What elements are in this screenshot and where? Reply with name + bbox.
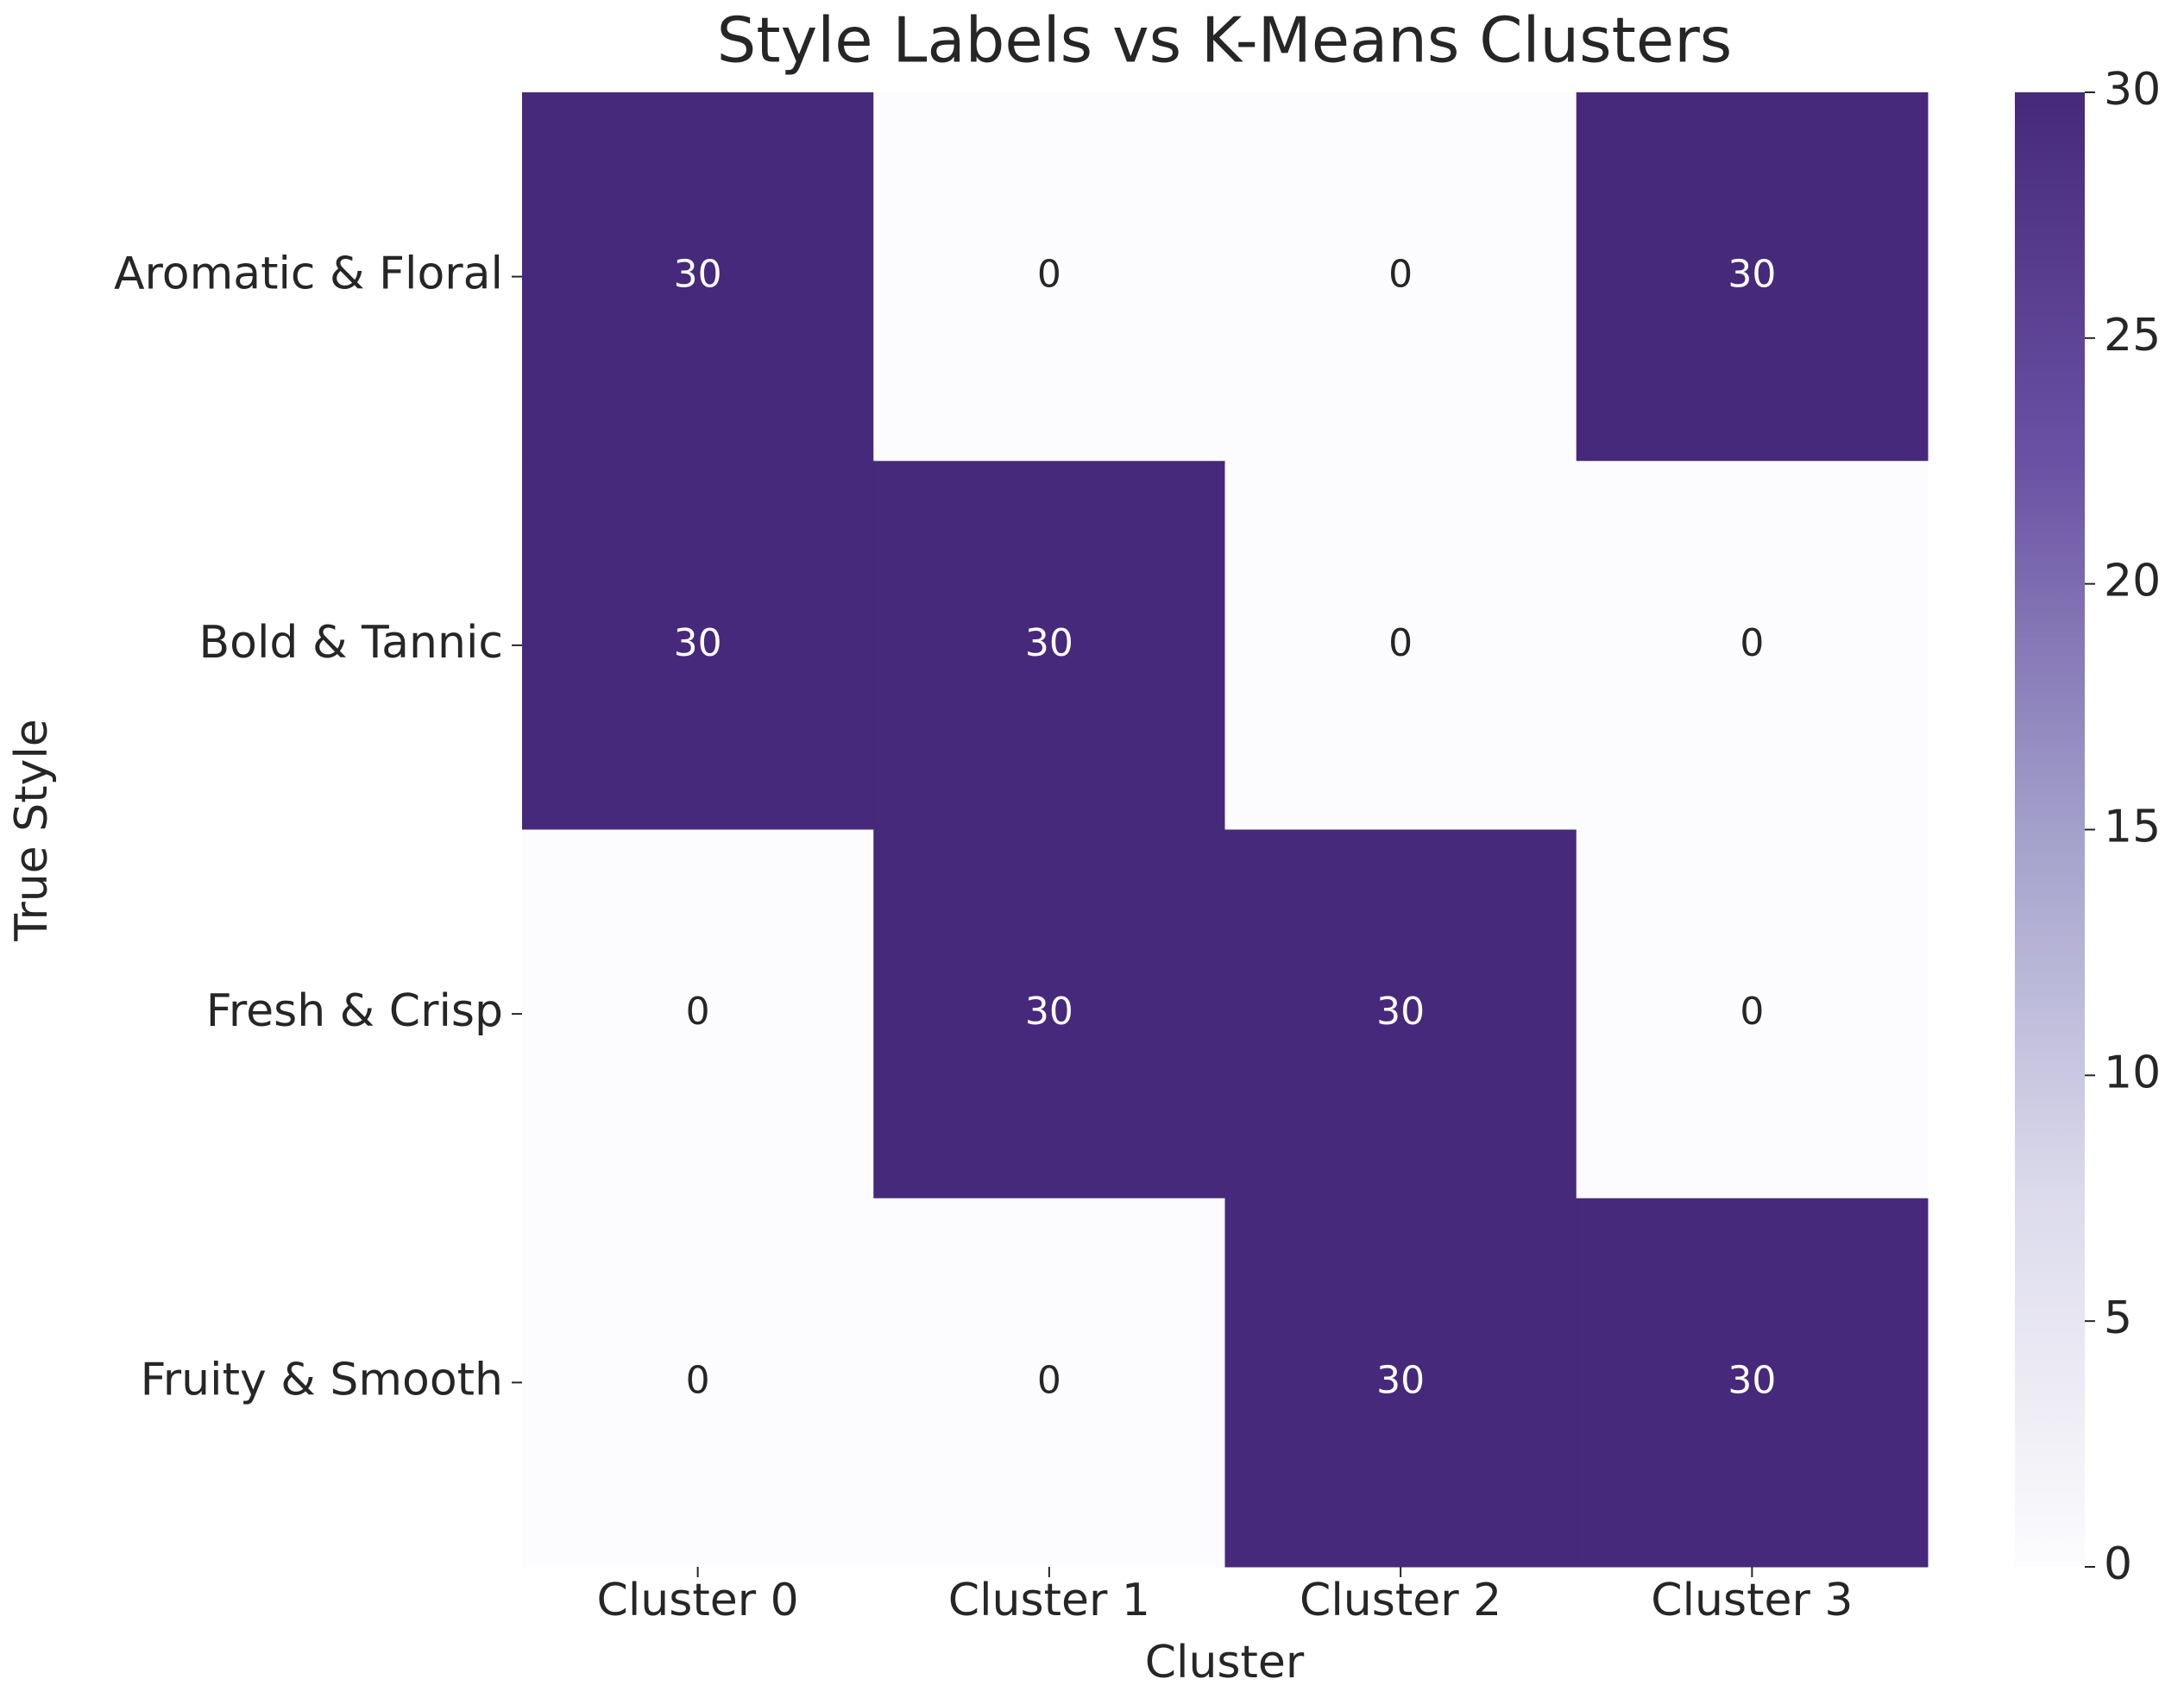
x-tick-label: Cluster 1 <box>948 1575 1150 1626</box>
cell-label: 0 <box>1037 1358 1061 1402</box>
heatmap-cell <box>1224 829 1577 1199</box>
cell-label: 30 <box>1728 1358 1776 1402</box>
chart-title: Style Labels vs K-Means Clusters <box>717 4 1733 77</box>
y-tick-label: Fruity & Smooth <box>141 1354 503 1406</box>
heatmap-cell <box>522 92 874 462</box>
colorbar-tick-label: 10 <box>2104 1047 2161 1098</box>
cell-label: 30 <box>674 253 722 297</box>
heatmap-cell <box>873 1198 1225 1568</box>
cell-label: 30 <box>1025 621 1073 665</box>
y-axis-label: True Style <box>6 719 58 942</box>
heatmap-cell <box>1224 92 1577 462</box>
colorbar-tick-label: 5 <box>2104 1292 2132 1344</box>
colorbar-tick-label: 15 <box>2104 802 2161 853</box>
heatmap-cell <box>873 92 1225 462</box>
cell-label: 30 <box>674 621 722 665</box>
y-tick-label: Aromatic & Floral <box>114 248 503 300</box>
colorbar-tick-label: 25 <box>2104 310 2161 362</box>
cell-label: 30 <box>1376 1358 1425 1402</box>
colorbar-tick-label: 20 <box>2104 556 2161 607</box>
colorbar-tick-label: 0 <box>2104 1538 2132 1590</box>
x-tick-label: Cluster 3 <box>1651 1575 1853 1626</box>
heatmap-cell <box>1224 461 1577 830</box>
colorbar-tick-label: 30 <box>2104 64 2161 116</box>
heatmap-cell <box>1576 1198 1929 1568</box>
x-tick-label: Cluster 0 <box>597 1575 799 1626</box>
heatmap-cell <box>522 1198 874 1568</box>
cell-label: 0 <box>1740 621 1764 665</box>
y-tick-label: Bold & Tannic <box>198 617 503 669</box>
cell-label: 0 <box>1740 990 1764 1034</box>
heatmap-cell <box>522 829 874 1199</box>
heatmap-cell <box>522 461 874 830</box>
colorbar <box>2015 92 2085 1567</box>
cell-label: 0 <box>686 1358 710 1402</box>
heatmap-cell <box>873 829 1225 1199</box>
heatmap-cell <box>1576 92 1929 462</box>
x-axis-label: Cluster <box>1145 1637 1305 1689</box>
heatmap-cell <box>873 461 1225 830</box>
cell-label: 0 <box>1388 621 1413 665</box>
cell-label: 30 <box>1728 253 1776 297</box>
cell-label: 0 <box>1037 253 1061 297</box>
heatmap-cell <box>1576 829 1929 1199</box>
heatmap-cell <box>1576 461 1929 830</box>
cell-label: 0 <box>686 990 710 1034</box>
cell-label: 30 <box>1025 990 1073 1034</box>
heatmap-cell <box>1224 1198 1577 1568</box>
y-tick-label: Fresh & Crisp <box>206 985 503 1037</box>
cell-label: 0 <box>1388 253 1413 297</box>
cell-label: 30 <box>1376 990 1425 1034</box>
x-tick-label: Cluster 2 <box>1300 1575 1501 1626</box>
